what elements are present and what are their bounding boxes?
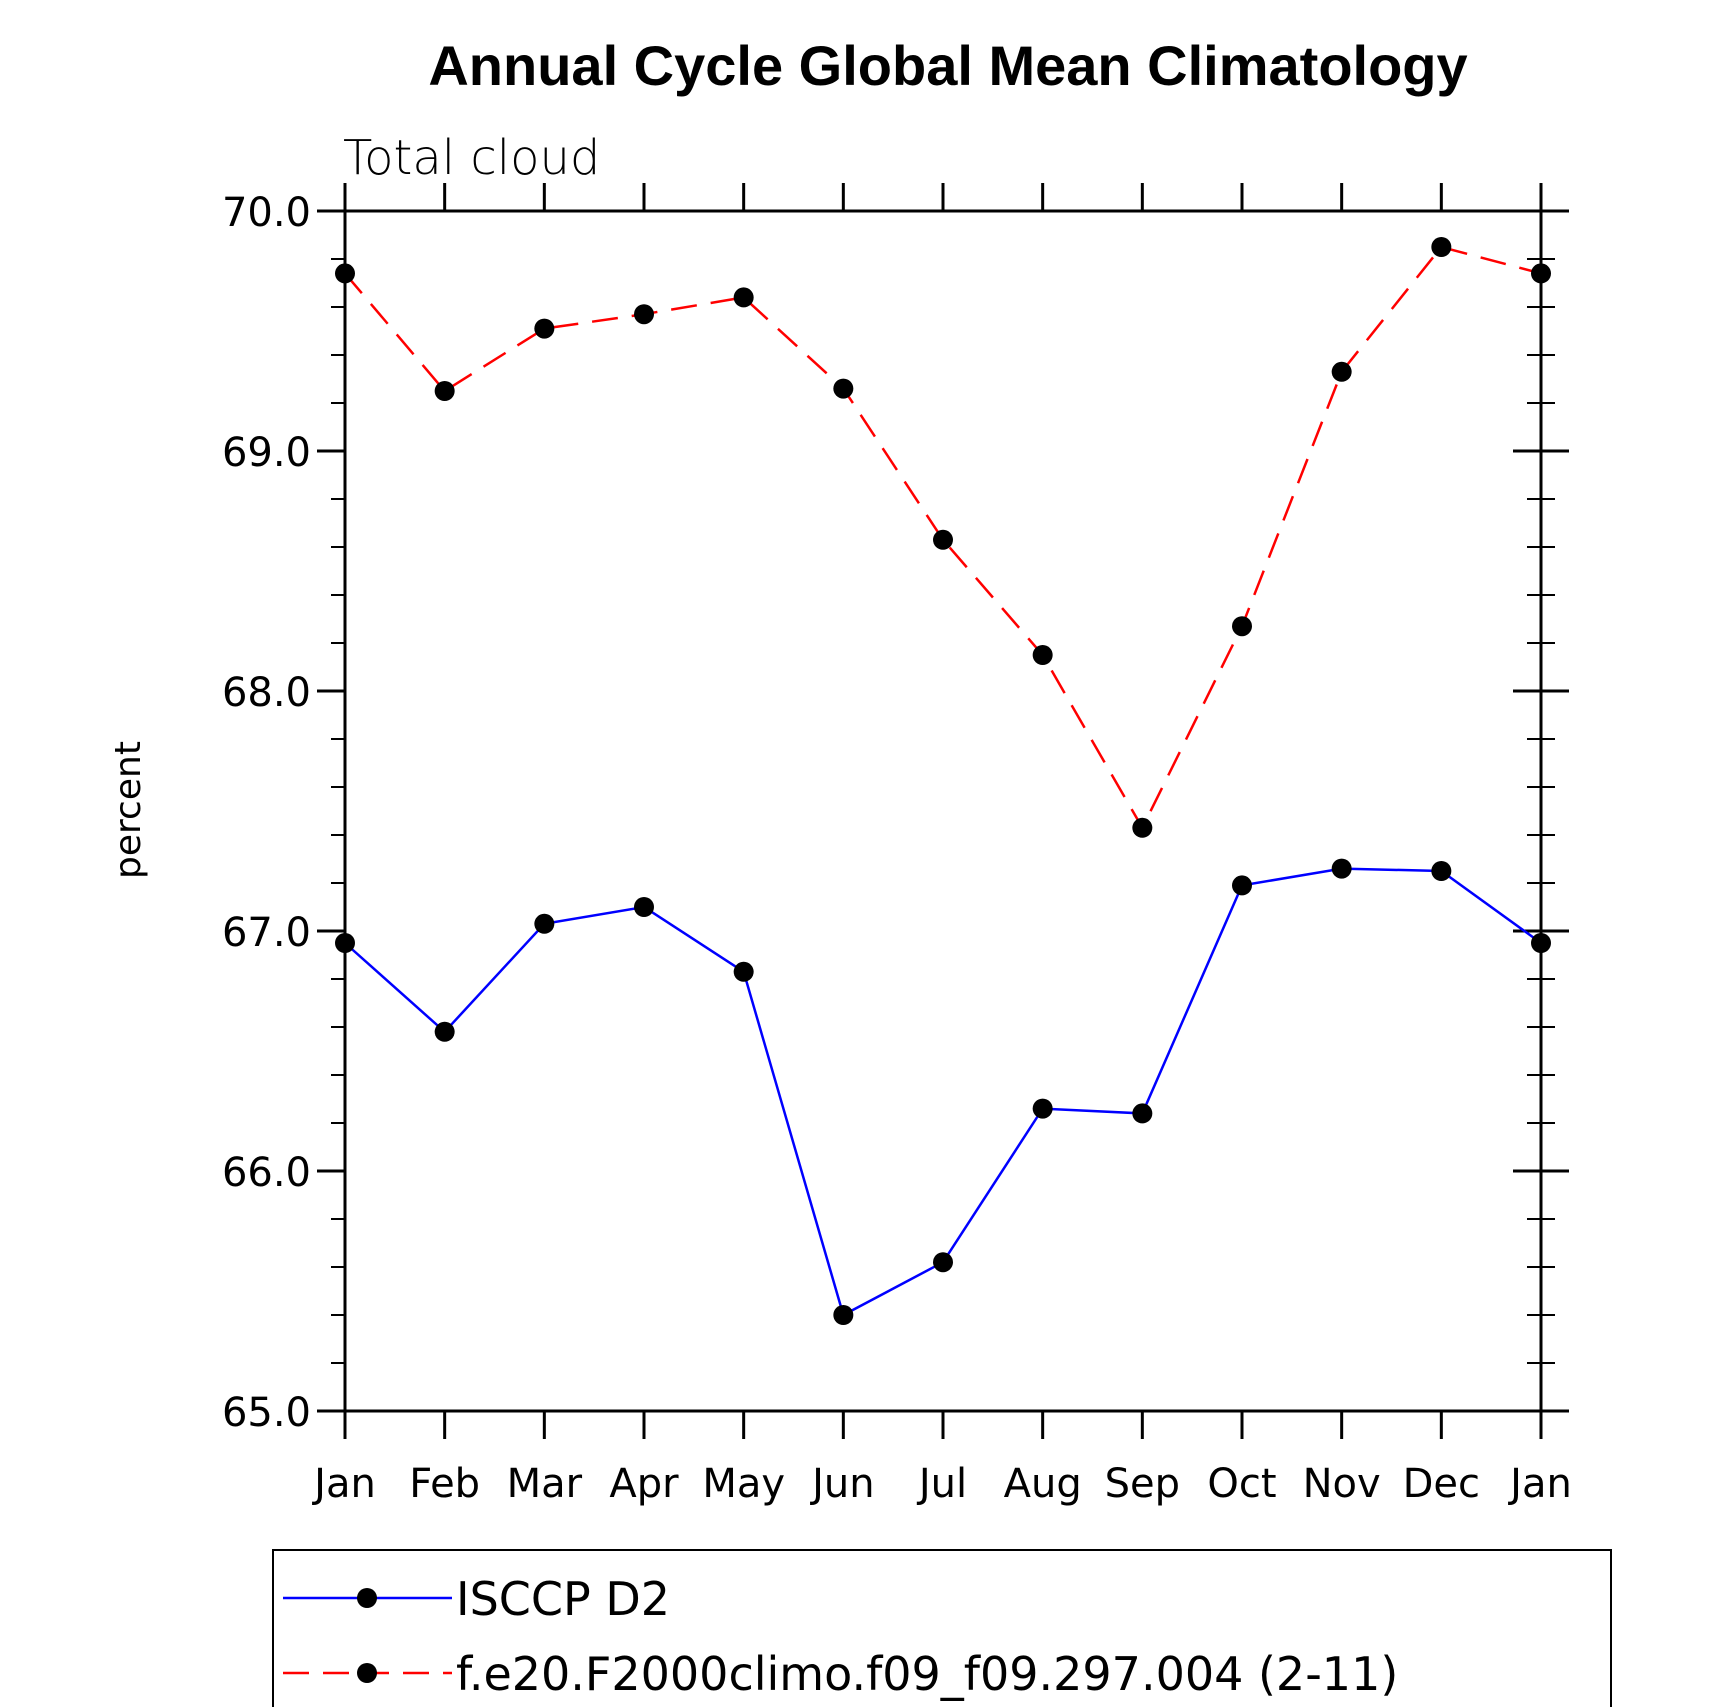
data-point-series-0	[733, 961, 754, 982]
x-tick-label: Jan	[1507, 1461, 1572, 1507]
y-tick-label: 65.0	[222, 1390, 311, 1436]
legend-label-0: ISCCP D2	[456, 1572, 670, 1626]
data-point-series-0	[1032, 1098, 1053, 1119]
y-tick-label: 66.0	[222, 1150, 311, 1196]
chart-subtitle: Total cloud	[343, 130, 600, 186]
data-point-series-1	[1431, 237, 1452, 257]
plot-frame	[343, 209, 1543, 1413]
legend: ISCCP D2 f.e20.F2000climo.f09_f09.297.004…	[272, 1549, 1612, 1707]
data-point-series-1	[1032, 645, 1053, 665]
data-point-series-1	[335, 263, 355, 284]
x-tick-label: May	[702, 1461, 785, 1507]
series-markers	[335, 237, 1551, 1325]
data-point-series-1	[1531, 263, 1551, 284]
x-tick-label: Feb	[409, 1461, 480, 1507]
y-tick-label: 67.0	[222, 910, 311, 956]
series-line-0	[344, 867, 1542, 1317]
legend-entries: ISCCP D2 f.e20.F2000climo.f09_f09.297.004…	[283, 1572, 1398, 1701]
data-point-series-0	[1331, 858, 1352, 879]
x-tick-label: Jun	[809, 1461, 875, 1507]
y-tick-label: 69.0	[222, 430, 311, 476]
x-tick-label: Mar	[507, 1461, 583, 1507]
x-tick-label: Dec	[1403, 1461, 1480, 1507]
data-point-series-1	[534, 318, 555, 339]
data-point-series-0	[1232, 875, 1252, 896]
x-tick-label: Jul	[916, 1461, 967, 1507]
series-lines	[344, 245, 1542, 1317]
data-point-series-1	[434, 381, 455, 401]
data-point-series-1	[833, 378, 854, 399]
data-point-series-1	[933, 529, 953, 550]
data-point-series-1	[634, 304, 654, 325]
data-point-series-0	[335, 933, 355, 953]
y-tick-labels: 65.0 66.0 67.0 68.0 69.0 70.0	[222, 190, 311, 1436]
data-point-series-0	[1431, 861, 1452, 881]
data-point-series-0	[933, 1252, 953, 1273]
legend-box	[272, 1549, 1612, 1707]
chart-title: Annual Cycle Global Mean Climatology	[428, 34, 1467, 97]
data-point-series-0	[534, 913, 555, 934]
data-point-series-0	[634, 897, 654, 917]
data-point-series-1	[1331, 361, 1352, 382]
data-point-series-1	[733, 287, 754, 308]
x-tick-label: Aug	[1004, 1461, 1082, 1507]
data-point-series-0	[1531, 933, 1551, 953]
x-tick-label: Sep	[1105, 1461, 1180, 1507]
axis-ticks	[317, 183, 1569, 1439]
data-point-series-0	[434, 1021, 455, 1042]
y-tick-label: 70.0	[222, 190, 311, 236]
x-tick-label: Oct	[1207, 1461, 1276, 1507]
data-point-series-0	[833, 1305, 854, 1325]
x-tick-labels: Jan Feb Mar Apr May Jun Jul Aug Sep Oct Nov Dec Jan	[311, 1461, 1572, 1507]
data-point-series-1	[1132, 817, 1153, 838]
x-tick-label: Jan	[311, 1461, 376, 1507]
x-tick-label: Apr	[609, 1461, 679, 1507]
legend-marker-1	[357, 1663, 377, 1683]
y-axis-label: percent	[108, 741, 149, 879]
y-tick-label: 68.0	[222, 670, 311, 716]
data-point-series-1	[1232, 616, 1252, 637]
legend-marker-0	[357, 1588, 377, 1608]
legend-label-1: f.e20.F2000climo.f09_f09.297.004 (2-11)	[456, 1647, 1398, 1701]
x-tick-label: Nov	[1303, 1461, 1381, 1507]
data-point-series-0	[1132, 1103, 1153, 1124]
